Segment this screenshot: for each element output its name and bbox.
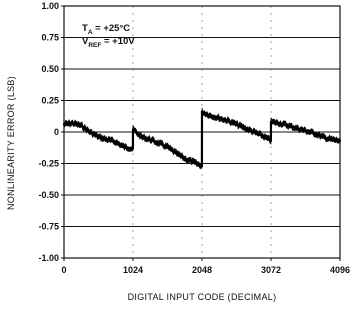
- data-point: [149, 138, 152, 141]
- series-line-0: [63, 110, 341, 168]
- data-point: [295, 127, 299, 130]
- svg-text:TA = +25°C: TA = +25°C: [82, 23, 130, 36]
- data-point: [235, 123, 238, 126]
- y-tick-label: 0: [54, 127, 59, 137]
- series-group: [62, 107, 342, 170]
- x-tick-label: 2048: [192, 265, 212, 275]
- annotation-vref-value: = +10V: [101, 36, 135, 47]
- data-point: [157, 142, 161, 145]
- annotation-reference-voltage: VREF = +10V: [82, 36, 135, 49]
- y-tick-label: -0.75: [38, 222, 59, 232]
- y-tick-label: -0.25: [38, 159, 59, 169]
- annotation-temperature-main: T: [82, 23, 88, 34]
- data-point: [226, 119, 230, 122]
- y-tick-label: 0.25: [41, 96, 59, 106]
- y-tick-label: 0.50: [41, 64, 59, 74]
- data-point: [338, 139, 342, 142]
- y-tick-label: -0.50: [38, 190, 59, 200]
- data-point: [183, 157, 186, 160]
- data-point: [209, 114, 212, 117]
- x-axis-title: DIGITAL INPUT CODE (DECIMAL): [128, 292, 277, 302]
- data-point: [321, 135, 324, 139]
- axis-ticks: 1.000.750.500.250-0.25-0.50-0.75-1.000 10…: [38, 1, 350, 275]
- data-point: [200, 110, 204, 114]
- data-point: [97, 135, 100, 139]
- data-point: [269, 120, 273, 124]
- data-point: [88, 130, 92, 134]
- data-point: [123, 145, 126, 149]
- annotation-temperature: TA = +25°C: [82, 23, 130, 36]
- data-point: [269, 139, 273, 142]
- data-point: [80, 124, 83, 127]
- data-point: [252, 130, 255, 134]
- data-point: [71, 122, 74, 125]
- data-point: [105, 138, 109, 141]
- data-point: [330, 138, 333, 141]
- annotation-vref-sub: REF: [88, 42, 101, 49]
- data-point: [278, 122, 281, 125]
- data-point: [200, 164, 204, 168]
- data-point: [261, 134, 264, 137]
- annotation-vref-main: V: [82, 36, 89, 47]
- data-point: [140, 135, 143, 139]
- y-axis-title: NONLINEARITY ERROR (LSB): [6, 76, 16, 210]
- plot-frame: [63, 5, 341, 259]
- x-tick-label: 4096: [330, 265, 350, 275]
- data-point: [304, 129, 307, 132]
- y-tick-label: -1.00: [38, 253, 59, 263]
- data-point: [131, 128, 135, 131]
- data-point: [62, 123, 66, 126]
- y-tick-label: 1.00: [41, 1, 59, 11]
- data-point: [174, 152, 178, 155]
- annotation-temperature-value: = +25°C: [93, 23, 131, 34]
- data-point: [131, 147, 135, 150]
- data-point: [287, 124, 290, 127]
- data-point: [192, 161, 195, 164]
- annotation-temperature-sub: A: [88, 29, 93, 36]
- svg-text:VREF = +10V: VREF = +10V: [82, 36, 135, 49]
- data-point: [243, 127, 247, 130]
- x-tick-label: 1024: [123, 265, 143, 275]
- data-point: [218, 116, 221, 120]
- data-point: [114, 140, 118, 144]
- data-point: [312, 132, 316, 135]
- data-point: [166, 145, 169, 149]
- y-tick-label: 0.75: [41, 33, 59, 43]
- x-tick-label: 3072: [261, 265, 281, 275]
- x-tick-label: 0: [61, 265, 66, 275]
